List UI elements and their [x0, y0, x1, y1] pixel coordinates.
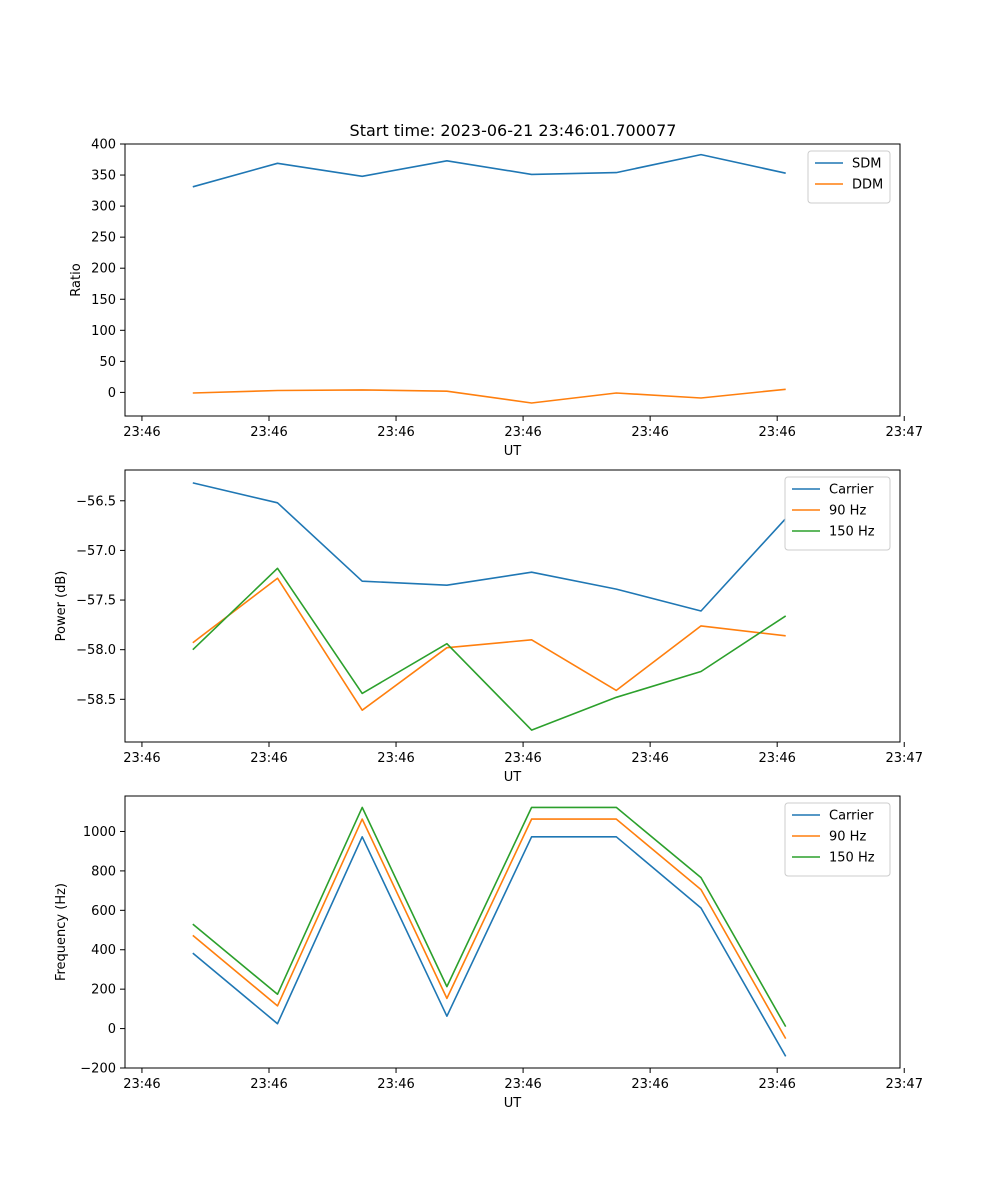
x-tick-label: 23:47	[886, 1077, 923, 1092]
y-tick-label: 250	[91, 231, 116, 246]
y-tick-label: 350	[91, 169, 116, 184]
x-tick-label: 23:46	[123, 425, 160, 440]
series-line-90-hz	[192, 577, 786, 712]
figure-title: Start time: 2023-06-21 23:46:01.700077	[350, 121, 677, 140]
axes-frame	[124, 795, 901, 1069]
y-axis-label: Frequency (Hz)	[54, 883, 69, 981]
y-axis-label: Ratio	[69, 263, 84, 296]
x-tick-label: 23:46	[631, 425, 668, 440]
series-line-carrier	[192, 835, 787, 1057]
legend-entry: 90 Hz	[829, 830, 866, 845]
x-tick-label: 23:46	[504, 751, 541, 766]
y-tick-label: 0	[108, 386, 116, 401]
y-tick-label: 1000	[83, 825, 116, 840]
legend-entry: Carrier	[829, 483, 874, 498]
legend-entry: SDM	[852, 157, 881, 172]
axes-frame	[124, 469, 901, 743]
x-tick-label: 23:46	[758, 425, 795, 440]
y-tick-label: −58.5	[76, 693, 116, 708]
y-tick-label: 200	[91, 262, 116, 277]
y-tick-label: 100	[91, 324, 116, 339]
x-tick-label: 23:46	[250, 425, 287, 440]
x-tick-label: 23:46	[758, 751, 795, 766]
chart-panel-3: 23:46 23:46 23:46 23:46 23:46 23:46 23:47 −200 0…	[54, 795, 923, 1111]
x-tick-label: 23:47	[886, 425, 923, 440]
x-tick-label: 23:46	[504, 425, 541, 440]
y-tick-label: −57.5	[76, 594, 116, 609]
x-tick-label: 23:46	[631, 751, 668, 766]
series-line-150-hz	[192, 567, 787, 731]
series-line-ddm	[192, 388, 786, 404]
x-tick-label: 23:46	[250, 1077, 287, 1092]
y-tick-label: 600	[91, 904, 116, 919]
legend-box	[807, 150, 891, 204]
y-tick-label: −58.0	[76, 643, 116, 658]
y-tick-label: −200	[80, 1062, 116, 1077]
charts-container: 23:46 23:46 23:46 23:46 23:46 23:46 23:47 0 50 10…	[54, 138, 923, 1112]
x-axis-label: UT	[504, 1096, 522, 1111]
x-tick-label: 23:46	[123, 1077, 160, 1092]
series-line-sdm	[192, 153, 786, 188]
x-tick-label: 23:46	[377, 751, 414, 766]
y-tick-label: 400	[91, 943, 116, 958]
y-tick-label: 200	[91, 983, 116, 998]
series-line-90-hz	[192, 818, 787, 1039]
x-tick-label: 23:46	[758, 1077, 795, 1092]
legend: SDM DDM	[807, 150, 891, 204]
legend: Carrier 90 Hz 150 Hz	[784, 802, 891, 877]
x-tick-label: 23:46	[631, 1077, 668, 1092]
legend-entry: 150 Hz	[829, 851, 875, 866]
x-tick-label: 23:47	[886, 751, 923, 766]
legend-entry: Carrier	[829, 809, 874, 824]
legend: Carrier 90 Hz 150 Hz	[784, 476, 891, 551]
y-axis-label: Power (dB)	[54, 571, 69, 642]
x-tick-label: 23:46	[123, 751, 160, 766]
series-line-150-hz	[192, 806, 787, 1027]
x-tick-label: 23:46	[377, 1077, 414, 1092]
y-tick-label: 0	[108, 1022, 116, 1037]
axes-frame	[124, 143, 901, 417]
y-tick-label: 300	[91, 200, 116, 215]
x-axis-label: UT	[504, 444, 522, 459]
x-tick-label: 23:46	[504, 1077, 541, 1092]
legend-entry: 90 Hz	[829, 504, 866, 519]
y-tick-label: −56.5	[76, 494, 116, 509]
legend-entry: 150 Hz	[829, 525, 875, 540]
legend-entry: DDM	[852, 178, 883, 193]
y-tick-label: 800	[91, 864, 116, 879]
y-tick-label: −57.0	[76, 544, 116, 559]
y-tick-label: 50	[99, 355, 116, 370]
x-axis-label: UT	[504, 770, 522, 785]
y-tick-label: 150	[91, 293, 116, 308]
y-tick-label: 400	[91, 138, 116, 153]
chart-panel-2: 23:46 23:46 23:46 23:46 23:46 23:46 23:47 −58.5…	[54, 469, 923, 785]
series-line-carrier	[192, 482, 787, 612]
x-tick-label: 23:46	[250, 751, 287, 766]
x-tick-label: 23:46	[377, 425, 414, 440]
chart-panel-1: 23:46 23:46 23:46 23:46 23:46 23:46 23:47 0 50 10…	[69, 138, 923, 460]
